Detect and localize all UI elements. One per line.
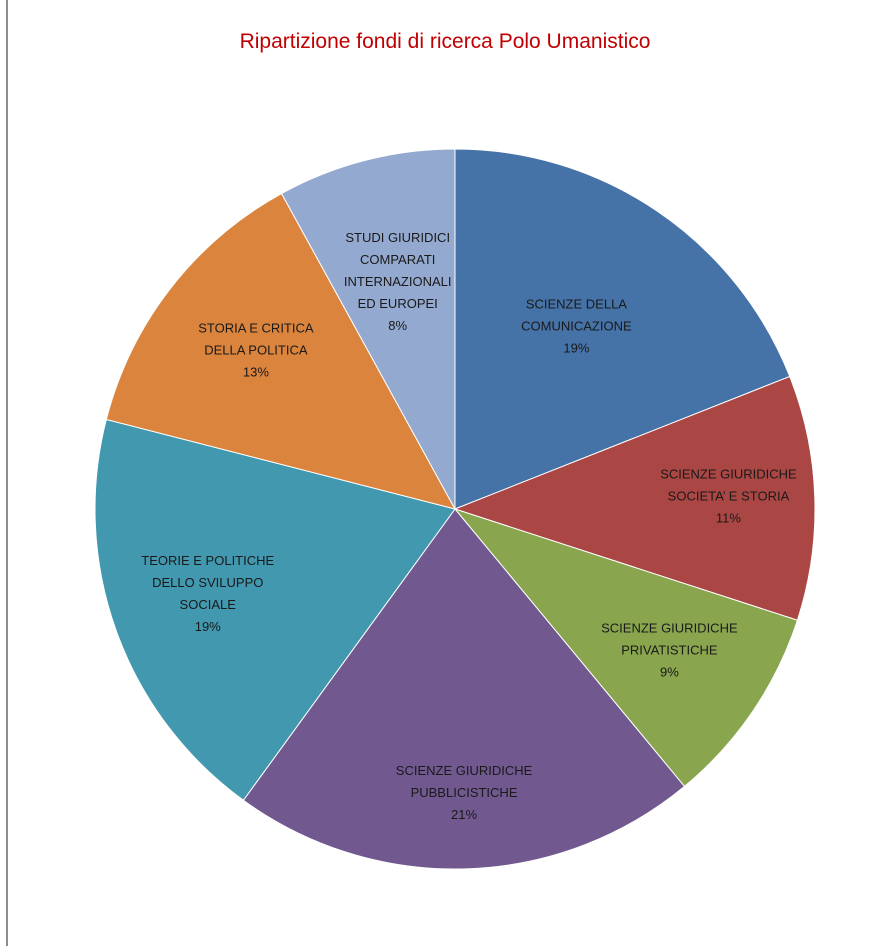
slice-name-line: SCIENZE GIURIDICHE [601,621,738,636]
slice-percent: 19% [563,340,589,355]
slice-name-line: SCIENZE DELLA [526,296,627,311]
slice-percent: 19% [195,619,221,634]
slice-label: TEORIE E POLITICHE DELLO SVILUPPO SOCIALE 1… [141,553,274,634]
pie-slice [453,507,799,788]
slice-name-line: PRIVATISTICHE [621,643,718,658]
slice-name-line: DELLO SVILUPPO [152,575,263,590]
slice-label: STUDI GIURIDICI COMPARATI INTERNAZIONALI ED… [344,230,452,333]
slice-label: SCIENZE GIURIDICHE PRIVATISTICHE 9% [601,621,738,680]
slice-name-line: STORIA E CRITICA [198,321,314,336]
slice-name-line: COMPARATI [360,252,435,267]
slice-percent: 9% [660,665,679,680]
slice-name-line: STUDI GIURIDICI [345,230,450,245]
slice-name-line: SCIENZE GIURIDICHE [396,763,533,778]
pie-slice [105,192,456,510]
pie-slice [94,418,456,801]
chart-border-line [6,0,8,946]
slice-percent: 21% [451,807,477,822]
pie-slice [454,148,791,510]
slice-name-line: ED EUROPEI [358,296,438,311]
slice-percent: 13% [243,365,269,380]
pie-slice [242,508,686,870]
pie-slice [453,375,816,621]
slice-percent: 11% [716,510,741,525]
slice-name-line: SOCIETA’ E STORIA [668,488,790,503]
slice-label: STORIA E CRITICA DELLA POLITICA 13% [198,321,314,380]
slice-name-line: PUBBLICISTICHE [411,785,518,800]
slice-name-line: INTERNAZIONALI [344,274,452,289]
slice-name-line: COMUNICAZIONE [521,318,632,333]
slice-name-line: SOCIALE [180,597,237,612]
slice-name-line: TEORIE E POLITICHE [141,553,274,568]
slice-label: SCIENZE GIURIDICHE PUBBLICISTICHE 21% [396,763,533,822]
slice-label: SCIENZE DELLA COMUNICAZIONE 19% [521,296,632,355]
slice-name-line: DELLA POLITICA [204,343,308,358]
pie-slice [280,148,456,510]
slice-label: SCIENZE GIURIDICHE SOCIETA’ E STORIA 11% [660,466,797,525]
slice-percent: 8% [388,318,407,333]
slice-name-line: SCIENZE GIURIDICHE [660,466,797,481]
chart-title: Ripartizione fondi di ricerca Polo Umani… [239,30,651,53]
